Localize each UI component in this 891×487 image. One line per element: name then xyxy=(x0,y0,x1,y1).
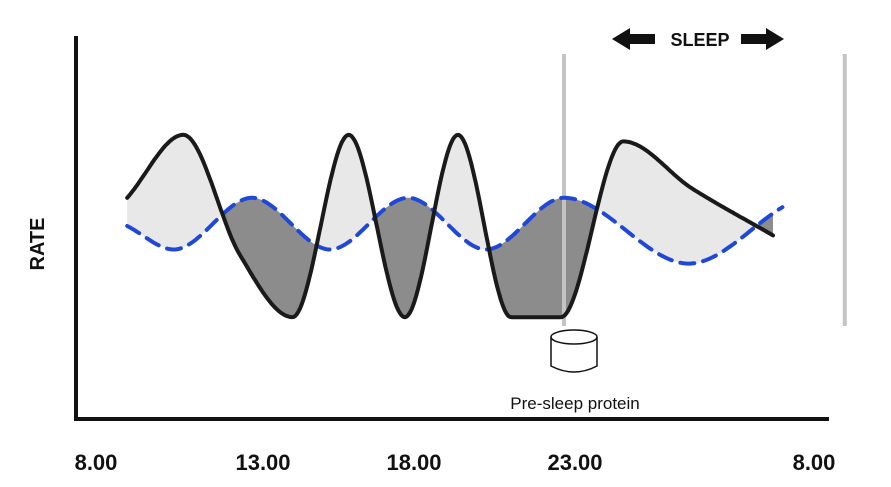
arrow-right-icon xyxy=(741,28,784,50)
series-line-solid xyxy=(125,132,775,320)
sleep-guides xyxy=(562,54,847,326)
shaded-region-dark xyxy=(488,197,598,318)
x-tick-label: 8.00 xyxy=(793,450,836,475)
shaded-region-light xyxy=(127,134,223,250)
arrow-left-icon xyxy=(612,28,655,50)
protein-label: Pre-sleep protein xyxy=(510,394,639,413)
shaded-region-light xyxy=(315,134,376,251)
x-tick-label: 18.00 xyxy=(386,450,441,475)
shaded-region-dark xyxy=(374,197,436,318)
y-axis-label: RATE xyxy=(27,218,49,271)
shaded-region-light xyxy=(434,134,490,254)
shading-layer xyxy=(127,134,773,318)
x-tick-label: 23.00 xyxy=(547,450,602,475)
shaded-region-dark xyxy=(221,197,317,318)
shaded-region-light xyxy=(596,141,757,264)
x-tick-label: 13.00 xyxy=(235,450,290,475)
x-tick-label: 8.00 xyxy=(75,450,118,475)
protein-annotation: Pre-sleep protein xyxy=(510,329,640,413)
sleep-label: SLEEP xyxy=(670,30,729,50)
sleep-annotation: SLEEP xyxy=(612,28,784,50)
series-line-dashed xyxy=(125,195,785,266)
protein-tub-icon xyxy=(550,329,598,373)
series-lines xyxy=(125,132,785,320)
